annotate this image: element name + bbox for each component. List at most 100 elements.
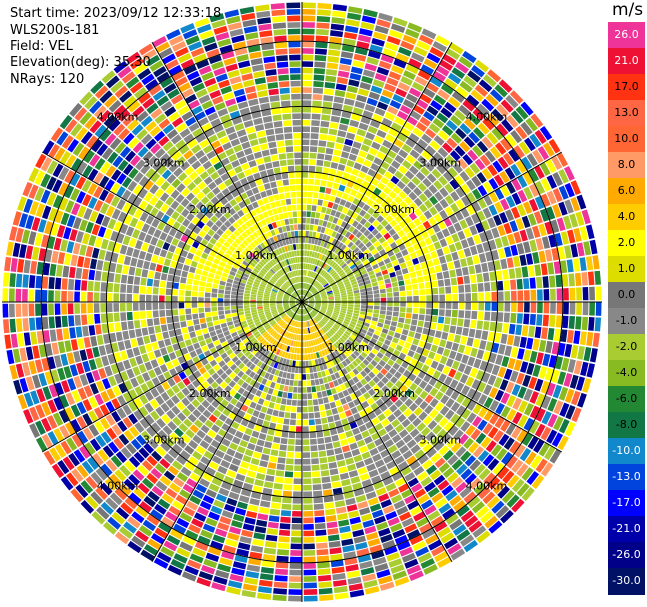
velocity-gate — [293, 306, 298, 312]
velocity-gate — [423, 274, 431, 282]
velocity-gate — [195, 347, 203, 356]
velocity-gate — [346, 348, 353, 355]
velocity-gate — [223, 220, 232, 228]
velocity-gate — [248, 275, 255, 281]
velocity-gate — [95, 213, 105, 225]
velocity-gate — [109, 262, 117, 273]
velocity-gate — [143, 192, 154, 203]
velocity-gate — [32, 374, 42, 389]
velocity-gate — [159, 475, 172, 487]
velocity-gate — [300, 308, 302, 315]
velocity-gate — [259, 283, 266, 288]
velocity-gate — [70, 157, 82, 172]
velocity-gate — [254, 445, 264, 453]
velocity-gate — [243, 326, 250, 332]
velocity-gate — [218, 348, 226, 356]
velocity-gate — [104, 478, 118, 491]
velocity-gate — [388, 29, 404, 40]
velocity-gate — [474, 463, 486, 476]
velocity-gate — [269, 303, 276, 306]
velocity-gate — [407, 349, 415, 358]
velocity-gate — [377, 260, 385, 267]
velocity-gate — [387, 444, 398, 454]
velocity-gate — [150, 143, 162, 155]
velocity-gate — [206, 404, 216, 414]
velocity-gate — [328, 300, 335, 302]
velocity-gate — [317, 285, 323, 291]
velocity-gate — [462, 327, 469, 337]
velocity-gate — [302, 2, 316, 9]
velocity-gate — [345, 365, 352, 373]
velocity-gate — [374, 515, 386, 525]
velocity-gate — [341, 294, 347, 298]
velocity-gate — [333, 414, 341, 422]
velocity-gate — [200, 196, 210, 205]
velocity-gate — [293, 478, 302, 485]
velocity-gate — [170, 336, 178, 345]
velocity-gate — [376, 244, 384, 252]
velocity-gate — [289, 556, 302, 563]
velocity-gate — [252, 231, 259, 239]
velocity-gate — [294, 291, 298, 297]
velocity-gate — [327, 201, 334, 209]
velocity-gate — [476, 349, 485, 360]
velocity-gate — [254, 246, 261, 254]
velocity-gate — [316, 338, 321, 345]
velocity-gate — [277, 327, 283, 334]
velocity-gate — [102, 261, 110, 272]
velocity-gate — [354, 295, 361, 299]
velocity-gate — [302, 387, 307, 393]
velocity-gate — [184, 368, 193, 377]
velocity-gate — [320, 309, 326, 313]
velocity-gate — [269, 353, 276, 360]
velocity-gate — [22, 274, 29, 288]
velocity-gate — [534, 326, 542, 339]
velocity-gate — [272, 594, 287, 602]
velocity-gate — [180, 321, 187, 328]
velocity-gate — [359, 28, 373, 37]
velocity-gate — [172, 309, 179, 316]
velocity-gate — [373, 289, 380, 295]
velocity-gate — [157, 429, 168, 440]
velocity-gate — [366, 441, 376, 451]
velocity-gate — [419, 390, 429, 400]
velocity-gate — [508, 268, 516, 279]
velocity-gate — [228, 388, 237, 397]
velocity-gate — [355, 541, 368, 550]
velocity-gate — [318, 253, 323, 260]
velocity-gate — [477, 450, 490, 463]
velocity-gate — [370, 85, 383, 95]
velocity-gate — [276, 549, 289, 556]
velocity-gate — [393, 291, 400, 297]
velocity-gate — [340, 310, 347, 314]
velocity-gate — [127, 119, 140, 132]
velocity-gate — [310, 319, 314, 326]
velocity-gate — [323, 495, 334, 503]
velocity-gate — [21, 229, 31, 244]
velocity-gate — [445, 286, 452, 294]
velocity-gate — [463, 75, 477, 88]
velocity-gate — [104, 95, 118, 108]
velocity-gate — [567, 229, 576, 244]
velocity-gate — [203, 558, 218, 569]
velocity-gate — [210, 540, 224, 550]
velocity-gate — [154, 463, 167, 474]
velocity-gate — [472, 391, 482, 402]
velocity-gate — [282, 391, 288, 399]
velocity-gate — [387, 413, 397, 423]
velocity-gate — [152, 295, 159, 302]
velocity-gate — [355, 460, 365, 469]
velocity-gate — [453, 259, 461, 269]
velocity-gate — [166, 534, 181, 546]
velocity-gate — [424, 253, 432, 261]
velocity-gate — [219, 337, 227, 344]
velocity-gate — [154, 113, 167, 125]
velocity-gate — [548, 354, 557, 368]
velocity-gate — [358, 282, 365, 287]
velocity-gate — [460, 183, 471, 195]
velocity-gate — [529, 239, 538, 252]
velocity-gate — [319, 233, 324, 240]
velocity-gate — [338, 355, 344, 362]
velocity-gate — [319, 278, 325, 284]
velocity-gate — [188, 456, 199, 466]
